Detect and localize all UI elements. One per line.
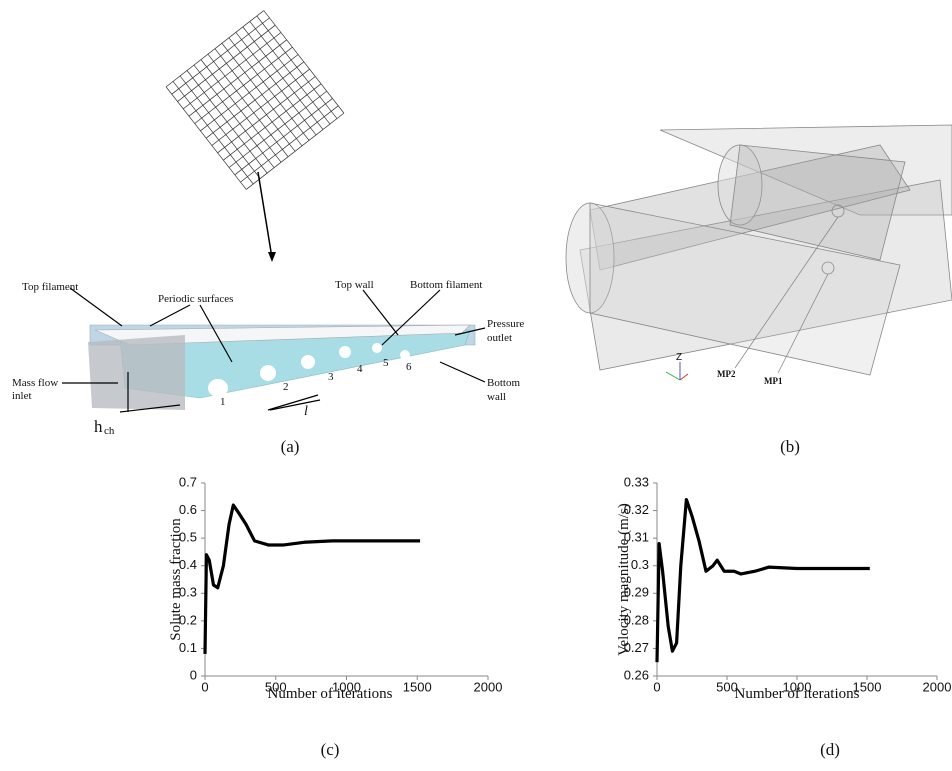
panel-label: (d)	[820, 740, 840, 759]
y-tick-label: 0.3	[631, 557, 649, 572]
arrowhead	[268, 252, 276, 262]
mesh-line	[240, 106, 338, 182]
x-tick-label: 2000	[474, 679, 503, 694]
x-tick-label: 0	[201, 679, 208, 694]
annotation: inlet	[12, 390, 32, 402]
mesh-line	[235, 98, 333, 174]
filament-number: 6	[406, 361, 412, 373]
y-tick-label: 0.33	[624, 474, 649, 489]
page: { "panel_a": { "panel_label": "(a)", "to…	[0, 0, 952, 771]
y-axis-title: Velocity magnitude (m/s)	[616, 503, 632, 655]
panel-label: (c)	[321, 740, 340, 759]
x-tick-label: 2000	[923, 679, 952, 694]
annotation: Bottom	[487, 377, 520, 389]
x-tick-label: 0	[653, 679, 660, 694]
mesh-line	[223, 84, 321, 160]
filament-number: 4	[357, 363, 363, 375]
annotation: Top wall	[335, 279, 374, 291]
mesh-line	[246, 113, 344, 189]
mesh-line	[206, 62, 304, 138]
length-symbol: l	[304, 404, 308, 419]
data-line	[205, 505, 420, 654]
figure: Top filament Periodic surfaces Top wall …	[0, 0, 952, 771]
y-tick-label: 0.26	[624, 667, 649, 682]
mesh-line	[212, 69, 310, 145]
y-tick-label: 0.1	[179, 640, 197, 655]
y-tick-label: 0.7	[179, 474, 197, 489]
panel-label: (b)	[780, 437, 800, 456]
annotation: Pressure	[487, 318, 524, 330]
x-axis-title: Number of iterations	[735, 686, 860, 702]
annotation: Bottom filament	[410, 279, 482, 291]
mesh-line	[218, 76, 316, 152]
annotation: Top filament	[22, 281, 78, 293]
y-tick-label: 0.6	[179, 502, 197, 517]
height-symbol: h	[94, 417, 103, 436]
monitor-point: MP1	[764, 376, 783, 386]
channel	[62, 288, 485, 412]
data-line	[657, 500, 870, 663]
annotation: Mass flow	[12, 377, 58, 389]
geometry-3d	[566, 125, 952, 380]
annotation: outlet	[487, 332, 512, 344]
x-tick-label: 1500	[403, 679, 432, 694]
panel-label: (a)	[281, 437, 300, 456]
y-axis-title: Solute mass fraction	[168, 518, 184, 641]
y-tick-label: 0	[190, 667, 197, 682]
filament-number: 2	[283, 381, 289, 393]
annotation: wall	[487, 391, 506, 403]
filament-number: 5	[383, 357, 389, 369]
filament-number: 1	[220, 396, 226, 408]
x-axis-title: Number of iterations	[268, 686, 393, 702]
arrow	[258, 172, 272, 258]
axis-label: Z	[676, 352, 682, 363]
annotation: Periodic surfaces	[158, 293, 233, 305]
monitor-point: MP2	[717, 369, 736, 379]
mesh-line	[229, 91, 327, 167]
height-subscript: ch	[104, 425, 115, 437]
filament-number: 3	[328, 371, 334, 383]
mesh	[166, 11, 344, 190]
